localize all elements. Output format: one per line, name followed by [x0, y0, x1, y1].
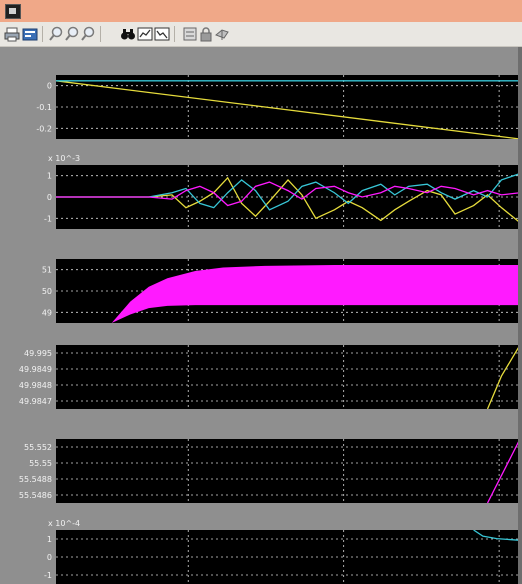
series-line-1 [56, 172, 520, 211]
series-line-0 [56, 80, 520, 139]
series-line-0 [486, 439, 520, 503]
y-tick-label: 55.5488 [19, 475, 52, 484]
y-tick-label: 49 [42, 308, 52, 317]
signal-select-icon[interactable] [214, 26, 230, 42]
series-line-0 [486, 345, 520, 409]
autoscale-icon[interactable] [120, 26, 136, 42]
zoom-in-icon[interactable] [48, 26, 64, 42]
scope-panel-6: 1 0 -1 x 10^-4 [44, 519, 520, 584]
axes-background[interactable] [56, 439, 520, 503]
zoom-x-icon[interactable] [64, 26, 80, 42]
y-tick-label: 0 [47, 193, 52, 202]
y-tick-label: 55.5486 [19, 491, 52, 500]
y-tick-label: 49.995 [24, 349, 52, 358]
save-axes-icon[interactable] [137, 26, 153, 42]
y-tick-label: 51 [42, 266, 52, 275]
scope-panel-3: 51 50 49 [42, 259, 520, 323]
y-tick-label: 1 [47, 172, 52, 181]
y-tick-label: 49.9847 [19, 397, 52, 406]
restore-axes-icon[interactable] [154, 26, 170, 42]
window-titlebar [0, 0, 522, 22]
scope-panel-1: 0 -0.1 -0.2 [36, 75, 520, 139]
scope-app-icon[interactable] [5, 4, 21, 19]
y-tick-label: 55.55 [29, 459, 52, 468]
scope-panel-5: 55.552 55.55 55.5488 55.5486 [19, 439, 520, 503]
y-tick-label: -1 [44, 214, 52, 223]
y-tick-label: 1 [47, 535, 52, 544]
series-line-0 [473, 530, 520, 541]
axes-background[interactable] [56, 345, 520, 409]
floating-scope-icon[interactable] [182, 26, 198, 42]
axis-multiplier: x 10^-4 [48, 519, 80, 528]
scope-plot-area: 0 -0.1 -0.2 1 0 -1 x 10^-3 51 50 49 49.995 49.9849 4… [0, 47, 522, 584]
params-icon[interactable] [22, 26, 38, 42]
y-tick-label: 0 [47, 553, 52, 562]
series-line-0 [56, 176, 520, 224]
y-tick-label: -1 [44, 571, 52, 580]
series-line-2 [56, 181, 520, 207]
scope-toolbar [0, 22, 522, 47]
zoom-y-icon[interactable] [80, 26, 96, 42]
scope-axes-stack: 0-0.1-0.210-1x 10^-351504949.99549.98494… [19, 75, 520, 584]
y-tick-label: 49.9848 [19, 381, 52, 390]
y-tick-label: 0 [47, 82, 52, 91]
lock-icon[interactable] [198, 26, 214, 42]
window-right-edge [518, 47, 522, 584]
y-tick-label: -0.2 [36, 124, 52, 133]
scope-panel-4: 49.995 49.9849 49.9848 49.9847 [19, 345, 520, 409]
y-tick-label: 55.552 [24, 443, 52, 452]
y-tick-label: 50 [42, 287, 52, 296]
scope-panel-2: 1 0 -1 x 10^-3 [44, 154, 520, 229]
y-tick-label: -0.1 [36, 103, 52, 112]
series-area-0 [56, 264, 520, 323]
axis-multiplier: x 10^-3 [48, 154, 80, 163]
y-tick-label: 49.9849 [19, 365, 52, 374]
print-icon[interactable] [4, 26, 20, 42]
